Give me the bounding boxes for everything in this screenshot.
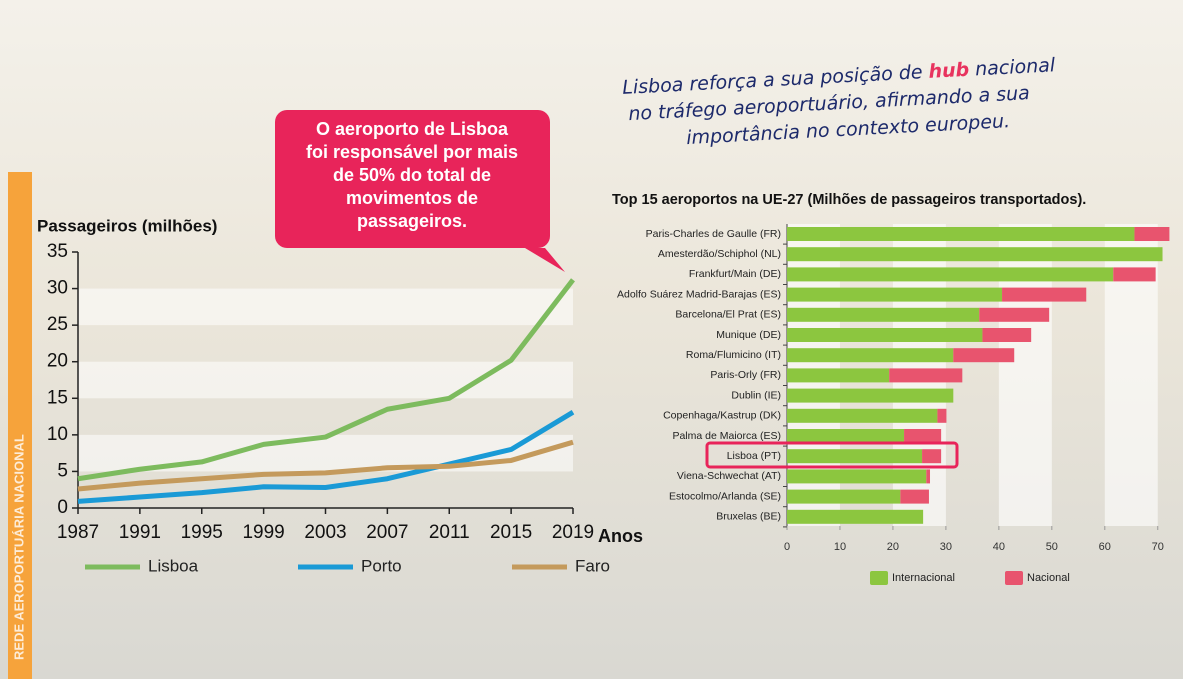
category-label: Frankfurt/Main (DE) <box>689 268 781 280</box>
x-tick-label: 60 <box>1099 541 1111 553</box>
x-tick-label: 2019 <box>552 522 594 543</box>
category-label: Adolfo Suárez Madrid-Barajas (ES) <box>617 288 781 300</box>
x-tick-label: 70 <box>1152 541 1164 553</box>
bar-segment <box>787 227 1135 241</box>
category-label: Copenhaga/Kastrup (DK) <box>663 410 781 422</box>
callout-box <box>275 110 550 248</box>
x-tick-label: 1995 <box>181 522 223 543</box>
grid-band <box>78 288 573 326</box>
bar-segment <box>787 509 924 524</box>
headline-highlight: hub <box>928 58 970 82</box>
category-label: Dublin (IE) <box>731 389 781 401</box>
x-tick-label: 1987 <box>57 522 99 543</box>
callout: O aeroporto de Lisboa foi responsável por… <box>306 119 518 231</box>
category-label: Barcelona/El Prat (ES) <box>675 309 781 321</box>
category-label: Estocolmo/Arlanda (SE) <box>669 490 781 502</box>
callout-text: de 50% do total de <box>333 165 491 185</box>
category-label: Bruxelas (BE) <box>716 511 781 523</box>
bar-segment <box>889 368 963 383</box>
callout-text: movimentos de <box>346 188 478 208</box>
y-tick-label: 0 <box>57 497 68 518</box>
bar-segment <box>787 449 923 464</box>
bar-segment <box>787 267 1114 282</box>
callout-text: O aeroporto de Lisboa <box>316 119 509 139</box>
category-label: Paris-Orly (FR) <box>710 369 781 381</box>
category-label: Lisboa (PT) <box>727 450 781 462</box>
category-label: Amesterdão/Schiphol (NL) <box>658 248 781 260</box>
grid-band <box>78 361 573 399</box>
bar-segment <box>787 388 954 403</box>
legend-label: Porto <box>361 556 402 575</box>
legend-label: Nacional <box>1027 572 1070 584</box>
x-tick-label: 40 <box>993 541 1005 553</box>
y-tick-label: 5 <box>57 460 68 481</box>
x-axis-title: Anos <box>598 526 643 546</box>
legend-swatch <box>1005 571 1023 585</box>
headline-text: nacional <box>975 54 1057 80</box>
line-series <box>77 278 575 482</box>
callout-text: foi responsável por mais <box>306 142 518 162</box>
bar-segment <box>979 307 1050 322</box>
x-tick-label: 50 <box>1046 541 1058 553</box>
category-label: Roma/Flumicino (IT) <box>686 349 781 361</box>
legend-swatch <box>870 571 888 585</box>
x-tick-label: 2003 <box>304 522 346 543</box>
y-axis-title: Passageiros (milhões) <box>37 216 217 235</box>
highlight-box <box>705 441 959 469</box>
bar-segment <box>787 429 905 443</box>
x-tick-label: 1991 <box>119 522 161 543</box>
chart-title: Top 15 aeroportos na UE-27 (Milhões de p… <box>612 192 1086 208</box>
bar-segment <box>900 489 929 504</box>
x-tick-label: 0 <box>784 541 790 553</box>
bar-segment <box>953 348 1015 363</box>
y-tick-label: 20 <box>47 351 68 372</box>
side-label: REDE AEROPORTUÁRIA NACIONAL <box>11 434 26 660</box>
x-tick-label: 10 <box>834 541 846 553</box>
legend-label: Faro <box>575 556 610 575</box>
x-tick-label: 2007 <box>366 522 408 543</box>
callout-pointer <box>525 248 565 272</box>
legend-label: Lisboa <box>148 556 199 575</box>
bar-segment <box>787 368 890 383</box>
category-label: Paris-Charles de Gaulle (FR) <box>646 228 781 240</box>
bar-segment <box>1113 267 1156 282</box>
bar-segment <box>787 328 983 342</box>
x-tick-label: 1999 <box>242 522 284 543</box>
bar-segment <box>982 328 1032 342</box>
category-label: Munique (DE) <box>716 329 781 341</box>
callout-text: passageiros. <box>357 211 467 231</box>
bar-segment <box>926 469 931 484</box>
bar-segment <box>787 348 954 363</box>
y-tick-label: 15 <box>47 387 68 408</box>
bar-segment <box>787 408 938 423</box>
bar-segment <box>787 247 1163 262</box>
x-tick-label: 30 <box>940 541 952 553</box>
x-tick-label: 20 <box>887 541 899 553</box>
bar-segment <box>787 489 901 504</box>
y-tick-label: 35 <box>47 241 68 262</box>
side-bar <box>8 172 32 679</box>
legend-label: Internacional <box>892 572 955 584</box>
bar-segment <box>937 408 947 423</box>
line-series <box>77 410 575 504</box>
y-tick-label: 25 <box>47 314 68 335</box>
bar-segment <box>787 307 980 322</box>
y-tick-label: 10 <box>47 424 68 445</box>
x-tick-label: 2011 <box>429 522 470 543</box>
category-label: Palma de Maiorca (ES) <box>672 430 781 442</box>
x-tick-label: 2015 <box>490 522 532 543</box>
bar-segment <box>922 449 942 464</box>
bar-segment <box>904 429 942 443</box>
bar-segment <box>787 287 1003 302</box>
bar-segment <box>787 469 927 484</box>
bar-segment <box>1002 287 1087 302</box>
bar-segment <box>1134 227 1170 241</box>
line-series <box>77 439 574 492</box>
y-tick-label: 30 <box>47 278 68 299</box>
category-label: Viena-Schwechat (AT) <box>677 470 781 482</box>
